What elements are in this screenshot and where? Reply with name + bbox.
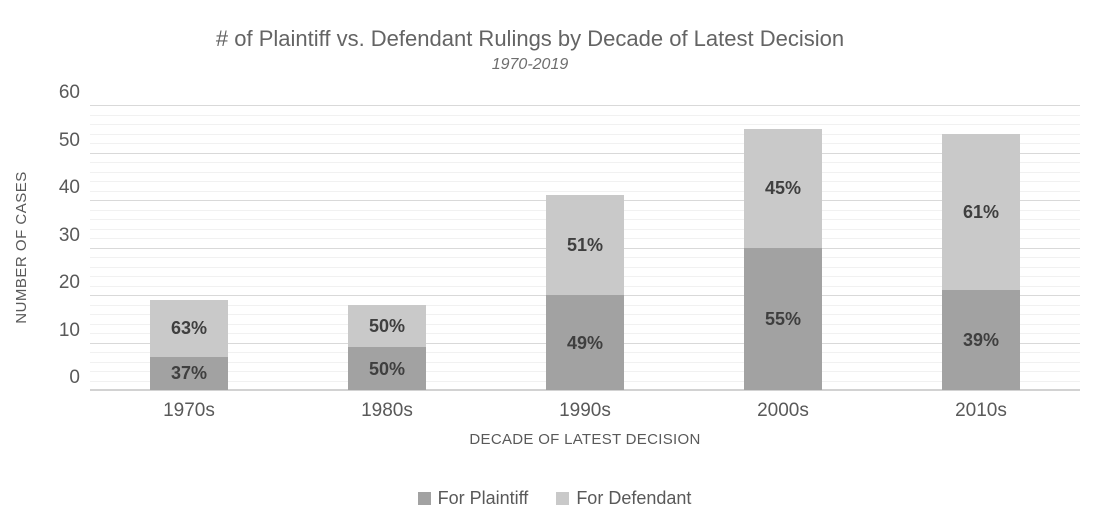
y-tick-label: 50 — [58, 129, 80, 151]
bar-percent-label: 63% — [170, 318, 208, 339]
bar-segment-for-defendant: 50% — [348, 304, 426, 348]
legend-swatch — [417, 492, 431, 505]
bar-segment-for-plaintiff: 50% — [348, 347, 426, 390]
bar-percent-label: 45% — [764, 178, 802, 199]
x-tick-label: 2000s — [757, 400, 809, 421]
bar-segment-for-defendant: 51% — [546, 195, 624, 295]
y-tick-label: 0 — [69, 367, 80, 388]
bar-segment-for-plaintiff: 39% — [942, 290, 1020, 390]
bar-percent-label: 37% — [170, 363, 208, 384]
x-axis-line — [90, 389, 1080, 391]
bar-segment-for-defendant: 63% — [150, 299, 228, 357]
bar-percent-label: 55% — [764, 308, 802, 329]
y-axis-title-text: NUMBER OF CASES — [12, 171, 30, 324]
bar-group: 55% 45% — [744, 128, 822, 390]
bar-segment-for-plaintiff: 55% — [744, 247, 822, 390]
bar-group: 37% 63% — [150, 299, 228, 390]
bar-percent-label: 49% — [566, 332, 604, 353]
minor-gridline — [90, 133, 1080, 135]
bar-segment-for-plaintiff: 37% — [150, 356, 228, 390]
bar-percent-label: 39% — [962, 330, 1000, 351]
minor-gridline — [90, 181, 1080, 182]
x-tick-label: 1980s — [361, 400, 413, 421]
chart-legend: For Plaintiff For Defendant — [0, 488, 1109, 509]
bar-percent-label: 50% — [368, 315, 406, 336]
bar-group: 39% 61% — [942, 133, 1020, 390]
legend-item: For Plaintiff — [417, 488, 529, 509]
major-gridline — [90, 152, 1080, 154]
bar-percent-label: 51% — [566, 235, 604, 256]
major-gridline — [90, 105, 1080, 106]
y-axis-tick-labels: 0 10 20 30 40 50 60 — [40, 82, 80, 390]
minor-gridline — [90, 114, 1080, 116]
x-axis-tick-labels: 1970s 1980s 1990s 2000s 2010s — [90, 400, 1080, 424]
bar-percent-label: 61% — [962, 201, 1000, 222]
chart-title: # of Plaintiff vs. Defendant Rulings by … — [215, 26, 845, 51]
legend-label: For Defendant — [576, 488, 692, 508]
minor-gridline — [90, 124, 1080, 125]
bar-group: 50% 50% — [348, 304, 426, 390]
bar-group: 49% 51% — [546, 195, 624, 390]
y-tick-label: 10 — [58, 319, 80, 341]
y-axis-title: NUMBER OF CASES — [10, 105, 32, 390]
bar-segment-for-defendant: 45% — [744, 128, 822, 248]
x-tick-label: 2010s — [955, 400, 1007, 421]
minor-gridline — [90, 171, 1080, 173]
legend-item: For Defendant — [556, 488, 691, 509]
legend-swatch — [556, 492, 570, 505]
bar-segment-for-defendant: 61% — [942, 133, 1020, 291]
bar-segment-for-plaintiff: 49% — [546, 295, 624, 390]
x-tick-label: 1970s — [163, 400, 215, 421]
y-tick-label: 40 — [58, 177, 80, 198]
x-tick-label: 1990s — [559, 400, 611, 421]
chart-subtitle: 1970-2019 — [491, 56, 569, 73]
x-axis-title: DECADE OF LATEST DECISION — [469, 431, 701, 448]
minor-gridline — [90, 190, 1080, 192]
legend-label: For Plaintiff — [437, 488, 529, 508]
y-tick-label: 30 — [58, 224, 80, 246]
plot-area: 37% 63% 50% 50% 49% 51% 55% 45% 39% 61% — [90, 105, 1080, 391]
bar-percent-label: 50% — [368, 358, 406, 379]
minor-gridline — [90, 143, 1080, 144]
y-tick-label: 20 — [58, 272, 80, 293]
y-tick-label: 60 — [58, 82, 80, 103]
minor-gridline — [90, 162, 1080, 163]
